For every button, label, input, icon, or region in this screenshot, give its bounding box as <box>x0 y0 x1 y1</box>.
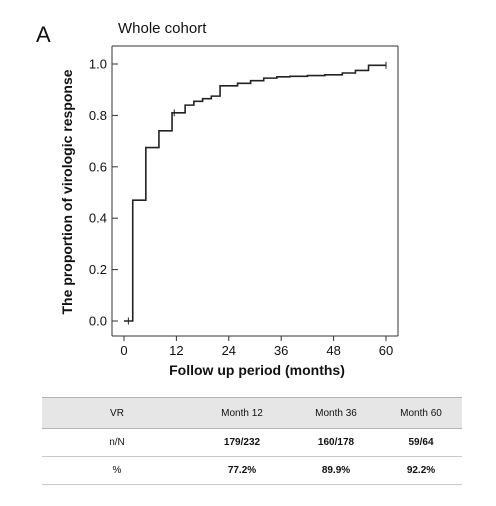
table-cell: 59/64 <box>380 428 462 457</box>
y-tick-label: 0.8 <box>89 108 107 123</box>
table-cell: % <box>42 456 192 485</box>
table-header-row: VR Month 12 Month 36 Month 60 <box>42 397 462 429</box>
x-tick-label: 24 <box>222 343 236 358</box>
table-cell: 89.9% <box>292 456 380 485</box>
panel-letter: A <box>36 22 51 47</box>
virologic-response-table: VR Month 12 Month 36 Month 60 n/N 179/23… <box>42 397 462 485</box>
table-cell: 77.2% <box>192 456 292 485</box>
y-tick-label: 0.2 <box>89 262 107 277</box>
header-month-60: Month 60 <box>380 397 462 429</box>
censor-marks <box>127 61 387 325</box>
survival-curve <box>124 64 386 322</box>
header-month-12: Month 12 <box>192 397 292 429</box>
y-tick-label: 0.6 <box>89 159 107 174</box>
y-axis-label: The proportion of virologic response <box>59 69 75 314</box>
x-tick-label: 36 <box>274 343 288 358</box>
x-tick-label: 48 <box>326 343 340 358</box>
table-row: n/N 179/232 160/178 59/64 <box>42 428 462 457</box>
x-tick-label: 12 <box>169 343 183 358</box>
table-cell: 160/178 <box>292 428 380 457</box>
x-tick-label: 0 <box>120 343 127 358</box>
kaplan-meier-figure: A Whole cohort 0.0 0.2 0.4 0.6 0.8 1.0 0 12 24 3… <box>36 20 399 378</box>
x-axis-ticks: 0 12 24 36 48 60 <box>120 336 393 358</box>
y-tick-label: 0.4 <box>89 211 107 226</box>
y-tick-label: 1.0 <box>89 57 107 72</box>
y-tick-label: 0.0 <box>89 314 107 329</box>
chart-title: Whole cohort <box>118 20 207 37</box>
y-axis-ticks: 0.0 0.2 0.4 0.6 0.8 1.0 <box>89 57 118 329</box>
table-cell: n/N <box>42 428 192 457</box>
x-tick-label: 60 <box>379 343 393 358</box>
header-vr: VR <box>42 397 192 429</box>
x-axis-label: Follow up period (months) <box>169 362 345 378</box>
table-cell: 179/232 <box>192 428 292 457</box>
table-cell: 92.2% <box>380 456 462 485</box>
header-month-36: Month 36 <box>292 397 380 429</box>
table-row: % 77.2% 89.9% 92.2% <box>42 456 462 485</box>
